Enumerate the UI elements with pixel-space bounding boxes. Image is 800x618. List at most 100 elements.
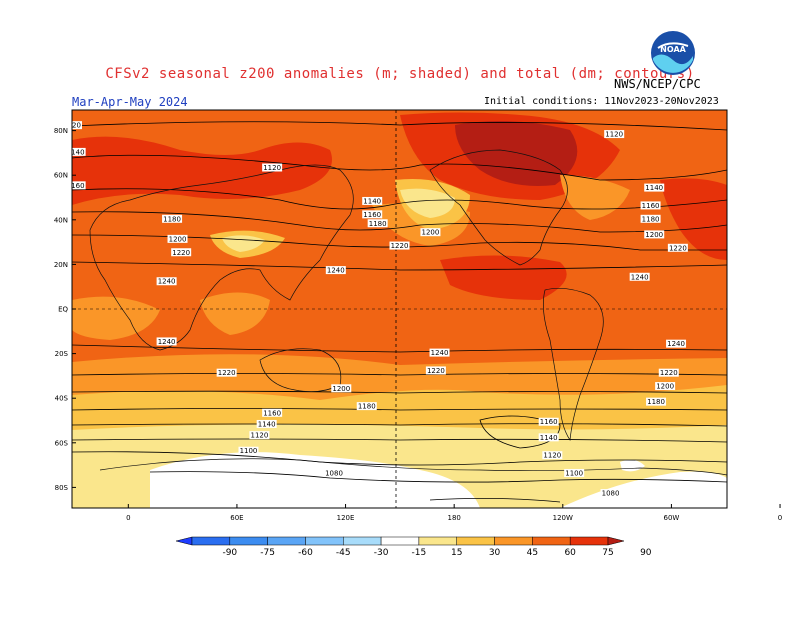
lat-tick-label: 60S xyxy=(55,439,69,447)
svg-text:1160: 1160 xyxy=(363,211,381,219)
lon-tick-label: 120W xyxy=(553,514,573,522)
contour-label: 1160 xyxy=(362,210,383,219)
svg-text:1220: 1220 xyxy=(660,369,678,377)
svg-text:1200: 1200 xyxy=(422,229,440,237)
anomaly-75-regions xyxy=(72,112,727,457)
svg-text:1200: 1200 xyxy=(656,383,674,391)
svg-text:1160: 1160 xyxy=(540,418,558,426)
contour-label: 1180 xyxy=(162,214,183,223)
svg-text:1220: 1220 xyxy=(391,242,409,250)
svg-text:1240: 1240 xyxy=(327,267,345,275)
contour-label: 1140 xyxy=(362,196,383,205)
svg-text:1160: 1160 xyxy=(642,202,660,210)
svg-text:1220: 1220 xyxy=(427,367,445,375)
svg-text:1240: 1240 xyxy=(667,340,685,348)
svg-text:1080: 1080 xyxy=(325,470,343,478)
svg-text:1160: 1160 xyxy=(263,409,281,417)
contour-label: 1120 xyxy=(542,451,563,460)
contour-label: 1080 xyxy=(324,469,344,478)
svg-text:1140: 1140 xyxy=(363,197,381,205)
contour-label: 1120 xyxy=(249,431,270,440)
lat-tick-label: 20S xyxy=(55,350,69,358)
lat-tick-label: 20N xyxy=(54,261,68,269)
svg-text:1240: 1240 xyxy=(631,273,649,281)
contour-label: 1200 xyxy=(420,228,441,237)
contour-label: 1160 xyxy=(262,408,283,417)
svg-text:1220: 1220 xyxy=(172,249,190,257)
contour-label: 1240 xyxy=(429,348,450,357)
map-title: CFSv2 seasonal z200 anomalies (m; shaded… xyxy=(105,66,695,82)
lon-axis: 0 60E 120E 180 120W 60W 0 xyxy=(126,504,782,522)
lon-tick-label: 60W xyxy=(663,514,679,522)
svg-text:1100: 1100 xyxy=(565,470,583,478)
lat-tick-label: 40S xyxy=(55,395,69,403)
svg-text:1240: 1240 xyxy=(431,349,449,357)
svg-text:1120: 1120 xyxy=(543,452,561,460)
svg-text:1200: 1200 xyxy=(332,385,350,393)
lat-tick-label: 80S xyxy=(55,484,69,492)
svg-text:1220: 1220 xyxy=(669,244,687,252)
svg-text:1200: 1200 xyxy=(169,235,187,243)
svg-text:1100: 1100 xyxy=(240,447,258,455)
noaa-logo-icon: NOAA xyxy=(651,31,695,75)
svg-text:1240: 1240 xyxy=(158,338,176,346)
svg-text:1140: 1140 xyxy=(67,148,85,156)
contour-label: 1180 xyxy=(646,397,667,406)
contour-label: 1180 xyxy=(356,402,377,411)
contour-label: 1220 xyxy=(389,241,410,250)
svg-text:1240: 1240 xyxy=(158,278,176,286)
contour-label: 1140 xyxy=(644,183,665,192)
svg-text:1120: 1120 xyxy=(63,122,81,130)
contour-label: 1100 xyxy=(564,469,585,478)
contour-label: 1240 xyxy=(629,272,650,281)
contour-label: 1140 xyxy=(256,419,277,428)
contour-label: 1240 xyxy=(325,266,346,275)
svg-text:1180: 1180 xyxy=(369,220,387,228)
contour-label: 1220 xyxy=(216,368,237,377)
contour-label: 1220 xyxy=(171,248,192,257)
svg-text:1140: 1140 xyxy=(258,420,276,428)
lat-tick-label: 60N xyxy=(54,172,68,180)
contour-label: 1200 xyxy=(644,230,665,239)
svg-text:1220: 1220 xyxy=(218,369,236,377)
contour-label: 1200 xyxy=(167,234,188,243)
contour-label: 1120 xyxy=(63,121,82,130)
svg-text:1080: 1080 xyxy=(602,490,620,498)
contour-label: 1200 xyxy=(331,384,352,393)
contour-label: 1140 xyxy=(67,147,86,156)
lon-tick-label: 120E xyxy=(337,514,355,522)
lat-tick-label: 80N xyxy=(54,127,68,135)
contour-label: 1180 xyxy=(640,214,661,223)
contour-label: 1220 xyxy=(425,366,446,375)
svg-text:1200: 1200 xyxy=(645,231,663,239)
contour-label: 1120 xyxy=(604,130,625,139)
contour-label: 1160 xyxy=(67,181,86,190)
contour-label: 1240 xyxy=(156,277,177,286)
org-label: NWS/NCEP/CPC xyxy=(614,77,701,91)
lon-tick-label: 60E xyxy=(230,514,243,522)
contour-label: 1220 xyxy=(667,243,688,252)
contour-label: 1220 xyxy=(658,368,679,377)
contour-label: 1100 xyxy=(238,446,259,455)
lon-tick-label: 0 xyxy=(126,514,130,522)
contour-label: 1240 xyxy=(666,339,687,348)
lon-tick-label: 180 xyxy=(447,514,460,522)
map-area: 1120114011601120114011601180120012201180… xyxy=(63,110,727,508)
svg-text:1180: 1180 xyxy=(358,403,376,411)
svg-text:1120: 1120 xyxy=(250,432,268,440)
lat-tick-label: 40N xyxy=(54,216,68,224)
lon-tick-label: 0 xyxy=(778,514,782,522)
svg-text:1140: 1140 xyxy=(540,434,558,442)
contour-label: 1140 xyxy=(538,433,559,442)
contour-label: 1160 xyxy=(538,417,559,426)
svg-text:1120: 1120 xyxy=(605,131,623,139)
anomaly-map: 1120114011601120114011601180120012201180… xyxy=(54,109,782,522)
contour-label: 1240 xyxy=(156,337,177,346)
contour-label: 1160 xyxy=(640,201,661,210)
svg-text:1160: 1160 xyxy=(67,182,85,190)
lat-tick-label: EQ xyxy=(58,306,68,314)
initial-conditions-label: Initial conditions: 11Nov2023-20Nov2023 xyxy=(484,96,719,107)
contour-label: 1200 xyxy=(655,382,676,391)
lat-axis: 80N 60N 40N 20N EQ 20S 40S 60S 80S xyxy=(54,127,76,492)
season-label: Mar-Apr-May 2024 xyxy=(72,95,188,109)
